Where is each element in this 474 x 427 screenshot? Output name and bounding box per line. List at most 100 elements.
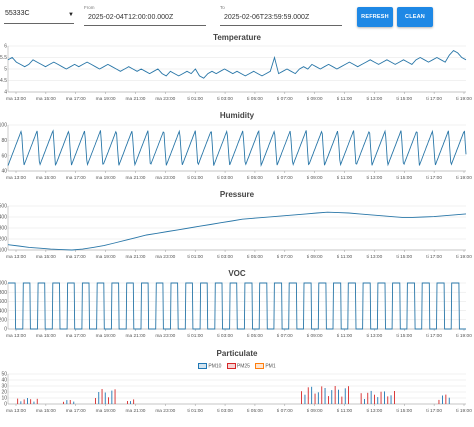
voc-y-tick: 0 bbox=[4, 327, 7, 333]
pressure-y-tick: 101,100 bbox=[0, 248, 7, 254]
particulate-bar bbox=[317, 392, 319, 404]
voc-y-tick: 400 bbox=[0, 308, 7, 314]
temperature-x-tick: ma 13:00 bbox=[6, 96, 26, 102]
pressure-x-tick: ma 17:00 bbox=[66, 254, 86, 260]
particulate-y-tick: 20 bbox=[1, 390, 7, 396]
humidity-y-tick: 40 bbox=[1, 169, 7, 175]
legend-item-pm10[interactable]: PM10 bbox=[198, 363, 221, 369]
particulate-bar bbox=[341, 396, 343, 404]
particulate-x-tick: ma 19:00 bbox=[96, 408, 116, 414]
voc-x-tick: ti 15:00 bbox=[396, 333, 412, 339]
particulate-bar bbox=[348, 386, 349, 404]
temperature-chart: 6 5.5 5 4.5 4ma 13:00 ma 15:00 ma 17:00 ma 19:0… bbox=[0, 44, 472, 102]
humidity-x-tick: ti 09:00 bbox=[307, 175, 323, 181]
particulate-bar bbox=[445, 394, 447, 404]
temperature-x-tick: ma 21:00 bbox=[125, 96, 145, 102]
particulate-bar bbox=[394, 391, 395, 404]
particulate-bar bbox=[374, 394, 375, 404]
humidity-x-tick: ti 01:00 bbox=[187, 175, 203, 181]
particulate-bar bbox=[377, 397, 379, 404]
particulate-bar bbox=[104, 392, 106, 404]
voc-x-tick: ti 09:00 bbox=[307, 333, 323, 339]
particulate-legend: PM10 PM25 PM1 bbox=[0, 363, 474, 369]
particulate-bar bbox=[380, 391, 382, 404]
particulate-x-tick: ti 05:00 bbox=[247, 408, 263, 414]
particulate-bar bbox=[321, 386, 323, 404]
humidity-x-tick: ma 21:00 bbox=[125, 175, 145, 181]
voc-x-tick: ti 03:00 bbox=[217, 333, 233, 339]
pressure-y-tick: 101,400 bbox=[0, 215, 7, 221]
humidity-x-tick: ti 03:00 bbox=[217, 175, 233, 181]
voc-x-tick: ti 19:00 bbox=[456, 333, 472, 339]
voc-y-tick: 600 bbox=[0, 299, 7, 305]
pressure-x-tick: ti 05:00 bbox=[247, 254, 263, 260]
voc-chart: 1000 800 600 400 200 0ma 13:00 ma 15:00 ma 17:0… bbox=[0, 281, 472, 339]
chevron-down-icon: ▼ bbox=[68, 12, 74, 18]
particulate-bar bbox=[338, 389, 339, 404]
particulate-y-tick: 40 bbox=[1, 378, 7, 384]
humidity-y-tick: 100 bbox=[0, 123, 7, 129]
voc-x-tick: ti 13:00 bbox=[367, 333, 383, 339]
particulate-bar bbox=[314, 393, 316, 404]
humidity-title: Humidity bbox=[219, 111, 255, 120]
humidity-x-tick: ti 05:00 bbox=[247, 175, 263, 181]
legend-item-pm1[interactable]: PM1 bbox=[255, 363, 276, 370]
particulate-bar bbox=[334, 386, 336, 404]
temperature-title: Temperature bbox=[213, 33, 261, 42]
particulate-bar bbox=[114, 389, 116, 404]
pm25-swatch bbox=[226, 363, 236, 369]
pressure-x-tick: ma 15:00 bbox=[36, 254, 56, 260]
clean-button[interactable]: CLEAN bbox=[397, 7, 433, 27]
refresh-button[interactable]: REFRESH bbox=[357, 7, 393, 27]
pressure-x-tick: ti 01:00 bbox=[187, 254, 203, 260]
voc-title: VOC bbox=[228, 269, 246, 278]
humidity-x-tick: ti 11:00 bbox=[337, 175, 353, 181]
pressure-x-tick: ti 15:00 bbox=[396, 254, 412, 260]
humidity-x-tick: ma 17:00 bbox=[66, 175, 86, 181]
particulate-x-tick: ti 19:00 bbox=[456, 408, 472, 414]
humidity-x-tick: ma 13:00 bbox=[6, 175, 26, 181]
from-label: From bbox=[84, 5, 95, 10]
voc-series-line bbox=[8, 282, 466, 330]
pressure-x-tick: ma 19:00 bbox=[96, 254, 116, 260]
legend-item-pm25[interactable]: PM25 bbox=[226, 363, 250, 370]
humidity-x-tick: ma 19:00 bbox=[96, 175, 116, 181]
voc-x-tick: ma 15:00 bbox=[36, 333, 56, 339]
humidity-x-tick: ti 17:00 bbox=[426, 175, 442, 181]
pressure-y-tick: 101,300 bbox=[0, 226, 7, 232]
voc-y-tick: 1000 bbox=[0, 281, 7, 287]
temperature-y-tick: 4.5 bbox=[0, 78, 7, 84]
particulate-bar bbox=[344, 388, 346, 404]
legend-label-pm1: PM1 bbox=[265, 363, 276, 370]
particulate-bar bbox=[370, 390, 372, 404]
temperature-y-tick: 4 bbox=[4, 90, 7, 96]
from-date-field[interactable]: From 2025-02-04T12:00:00.000Z bbox=[84, 5, 206, 26]
particulate-y-tick: 10 bbox=[1, 396, 7, 402]
to-date-field[interactable]: To 2025-02-06T23:59:59.000Z bbox=[220, 5, 342, 26]
particulate-bar bbox=[130, 401, 131, 404]
from-value: 2025-02-04T12:00:00.000Z bbox=[88, 14, 174, 21]
particulate-x-tick: ma 21:00 bbox=[125, 408, 145, 414]
temperature-y-tick: 5.5 bbox=[0, 55, 7, 61]
pressure-y-tick: 101,200 bbox=[0, 237, 7, 243]
particulate-bar bbox=[33, 401, 35, 404]
temperature-x-tick: ma 23:00 bbox=[155, 96, 175, 102]
particulate-bar bbox=[127, 401, 128, 404]
particulate-bar bbox=[101, 389, 103, 404]
particulate-x-tick: ti 13:00 bbox=[367, 408, 383, 414]
humidity-x-tick: ti 13:00 bbox=[367, 175, 383, 181]
particulate-bar bbox=[111, 390, 113, 404]
legend-label-pm10: PM10 bbox=[208, 363, 222, 370]
particulate-x-tick: ma 15:00 bbox=[36, 408, 56, 414]
particulate-x-tick: ma 13:00 bbox=[6, 408, 26, 414]
pressure-x-tick: ma 23:00 bbox=[155, 254, 175, 260]
particulate-bar bbox=[69, 400, 71, 404]
pressure-x-tick: ti 09:00 bbox=[307, 254, 323, 260]
legend-label-pm25: PM25 bbox=[236, 363, 250, 370]
device-select[interactable]: 55333C ▼ bbox=[4, 9, 74, 24]
particulate-x-tick: ma 17:00 bbox=[66, 408, 86, 414]
temperature-x-tick: ti 05:00 bbox=[247, 96, 263, 102]
pm1-swatch bbox=[255, 363, 265, 369]
